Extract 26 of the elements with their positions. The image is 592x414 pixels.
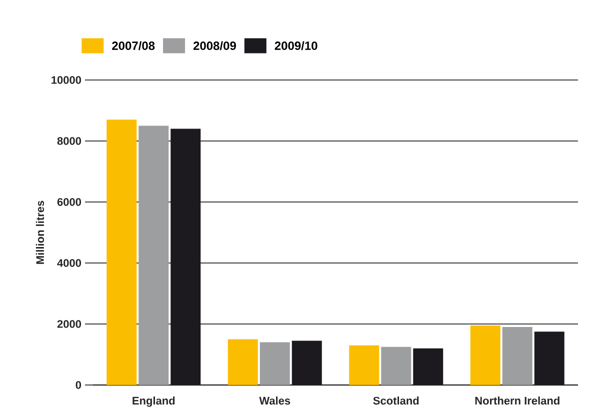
bar	[170, 128, 201, 385]
y-tick-label: 6000	[57, 198, 82, 206]
legend-label: 2008/09	[193, 41, 236, 50]
bar	[292, 340, 322, 385]
x-tick-label: Northern Ireland	[475, 396, 560, 405]
bar	[502, 327, 532, 385]
bar	[228, 339, 258, 385]
y-axis-title: Million litres	[36, 200, 44, 264]
y-tick-label: 0	[76, 381, 82, 389]
bar	[106, 120, 137, 385]
x-tick-label: Wales	[259, 396, 290, 405]
bar	[349, 345, 380, 385]
x-tick-label: Scotland	[373, 396, 419, 405]
bar	[260, 342, 290, 385]
bar	[413, 348, 444, 385]
bar	[138, 126, 169, 385]
y-tick-label: 4000	[57, 259, 82, 267]
y-tick-label: 8000	[57, 137, 82, 145]
bar	[381, 346, 412, 385]
bar	[534, 332, 564, 385]
x-tick-label: England	[132, 396, 175, 407]
legend-label: 2007/08	[112, 41, 155, 50]
bar	[470, 326, 500, 385]
legend-label: 2009/10	[274, 41, 318, 50]
y-tick-label: 10000	[52, 76, 82, 84]
y-tick-label: 2000	[57, 320, 82, 328]
